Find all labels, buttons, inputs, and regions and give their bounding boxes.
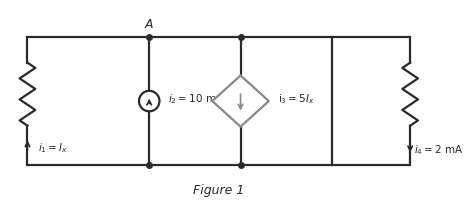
Text: $i_4 = 2$ mA: $i_4 = 2$ mA — [415, 143, 464, 157]
Circle shape — [139, 91, 160, 111]
Polygon shape — [212, 75, 269, 127]
Text: $i_1 = I_x$: $i_1 = I_x$ — [38, 141, 68, 155]
Text: $A$: $A$ — [144, 18, 154, 31]
Text: $\mathrm{i}_3 = 5I_x$: $\mathrm{i}_3 = 5I_x$ — [278, 92, 314, 106]
Text: Figure 1: Figure 1 — [193, 184, 244, 197]
Text: $i_2 = 10$ mA: $i_2 = 10$ mA — [168, 92, 224, 106]
